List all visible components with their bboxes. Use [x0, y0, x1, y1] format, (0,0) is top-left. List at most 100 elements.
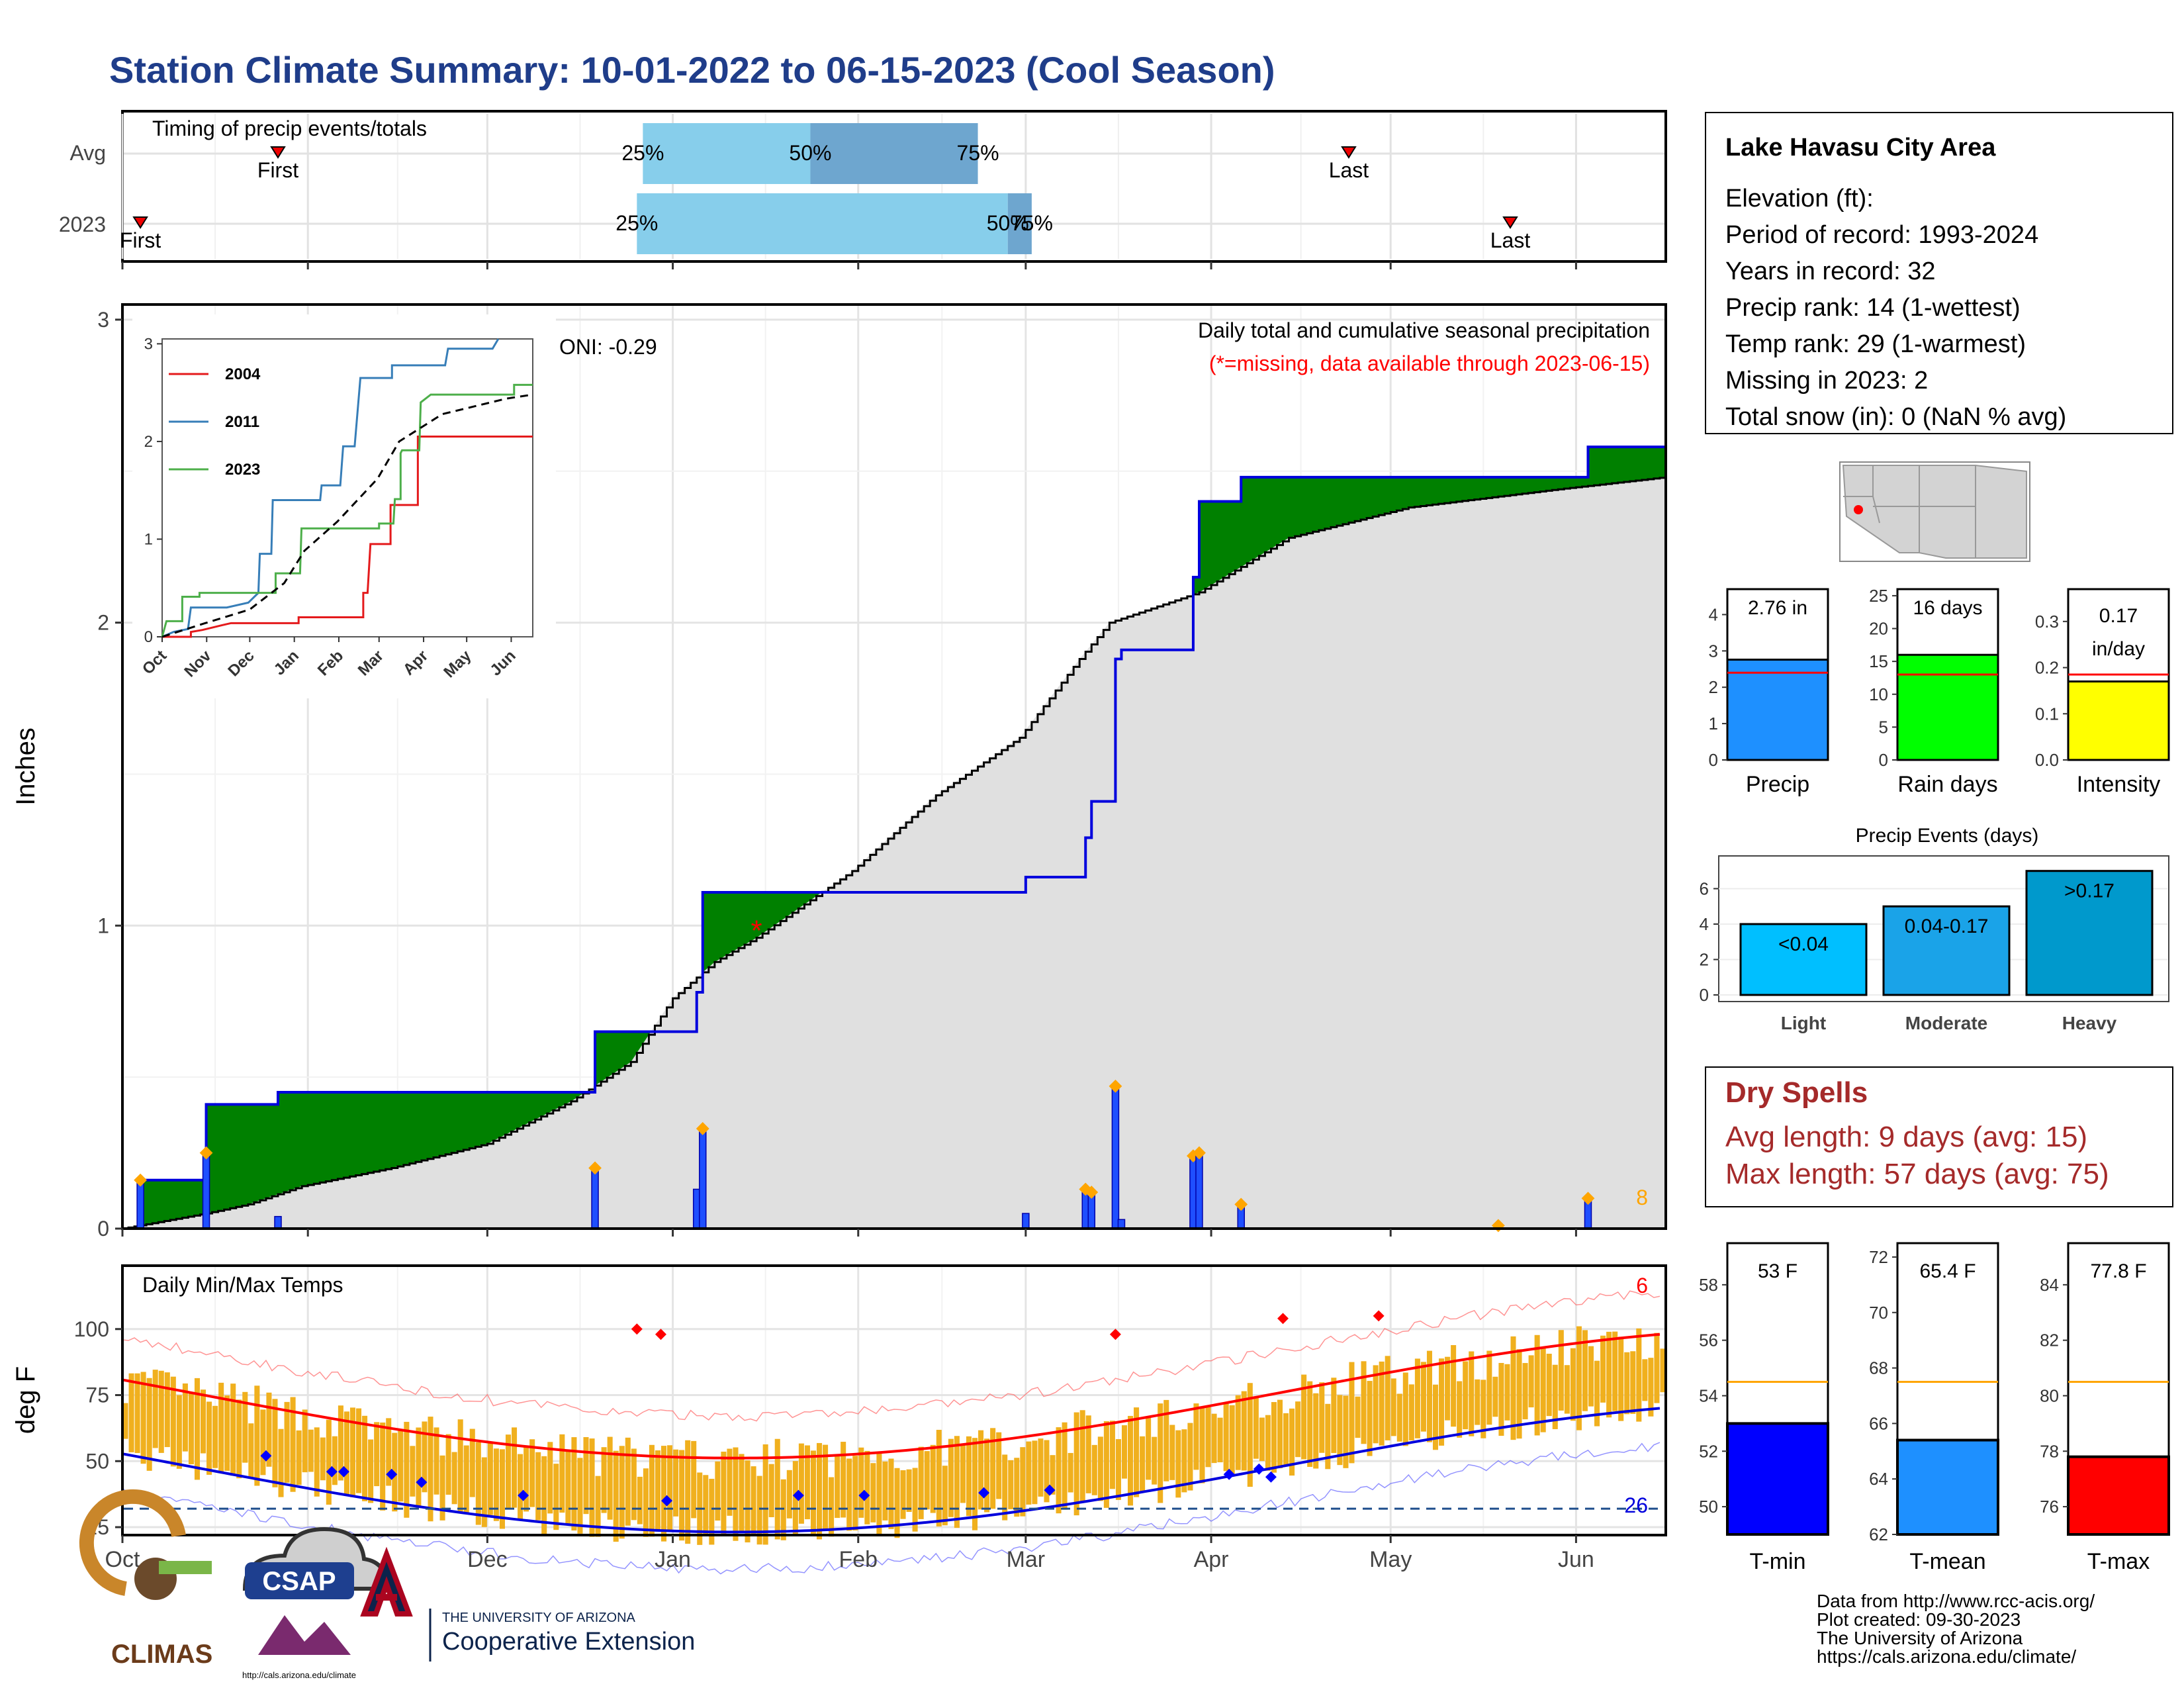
extreme-marker [1085, 1186, 1099, 1199]
extreme-marker [1109, 1079, 1122, 1093]
daily-temp-bar [1510, 1336, 1516, 1440]
above-normal-fill [1540, 477, 1547, 492]
daily-temp-bar [780, 1479, 786, 1540]
above-normal-fill [284, 1092, 291, 1193]
above-normal-fill [265, 1104, 273, 1199]
temp-y-label: 82 [2040, 1331, 2059, 1350]
above-normal-fill [535, 1092, 542, 1120]
above-normal-fill [391, 1092, 398, 1168]
temp-bar-chart: 76 78 80 82 84 77.8 F T-max [2040, 1242, 2170, 1574]
daily-temp-bar [1522, 1363, 1528, 1420]
events-y-label: 6 [1700, 878, 1709, 898]
x-tick-label: Mar [1007, 1547, 1046, 1572]
above-normal-fill [1528, 477, 1535, 493]
above-normal-fill [505, 1092, 512, 1135]
events-category: Light [1781, 1013, 1826, 1033]
above-normal-fill [499, 1092, 506, 1138]
daily-temp-bar [1402, 1372, 1408, 1446]
daily-temp-bar [1624, 1352, 1630, 1415]
daily-temp-bar [1618, 1336, 1624, 1421]
daily-temp-bar [1457, 1381, 1463, 1438]
daily-temp-bar [1420, 1362, 1426, 1432]
daily-temp-bar [792, 1461, 798, 1536]
above-normal-fill [570, 1092, 578, 1102]
summary-value: 0.17 [2099, 605, 2138, 627]
timing-bar-lower [643, 123, 811, 184]
above-normal-fill [619, 1031, 625, 1070]
info-line: Elevation (ft): [1725, 185, 1874, 212]
daily-temp-bar [1588, 1346, 1594, 1407]
inset-y-label: 3 [144, 335, 153, 353]
above-normal-fill [1348, 477, 1355, 523]
temp-label: Daily Min/Max Temps [142, 1273, 343, 1297]
record-low-marker [978, 1487, 990, 1499]
above-normal-fill [1534, 477, 1541, 492]
above-normal-fill [1265, 477, 1272, 553]
above-normal-fill [361, 1092, 369, 1174]
above-normal-fill [637, 1031, 643, 1053]
above-normal-fill [607, 1031, 614, 1078]
daily-temp-bar [1355, 1396, 1361, 1438]
daily-temp-bar [1187, 1423, 1193, 1491]
daily-temp-bar [936, 1429, 942, 1526]
daily-temp-bar [876, 1452, 882, 1536]
daily-temp-bar [1445, 1356, 1451, 1421]
above-normal-fill [565, 1092, 572, 1105]
above-normal-fill [481, 1092, 488, 1146]
timing-pct-label: 75% [957, 141, 999, 165]
daily-temp-bar [1008, 1460, 1014, 1509]
x-tick-label: Oct [105, 1547, 140, 1572]
daily-temp-bar [1558, 1330, 1564, 1411]
daily-temp-bar [1492, 1376, 1498, 1417]
daily-temp-bar [290, 1397, 296, 1492]
above-normal-fill [469, 1092, 476, 1149]
summary-y-label: 1 [1709, 714, 1718, 733]
daily-temp-bar [206, 1401, 212, 1475]
temp-value: 77.8 F [2090, 1260, 2146, 1282]
timing-bar-upper [810, 123, 978, 184]
temp-y-label: 70 [1869, 1303, 1888, 1323]
daily-temp-bar [1265, 1415, 1271, 1471]
temp-bar-chart: 50 52 54 56 58 53 F T-min [1699, 1242, 1829, 1574]
above-normal-fill [1498, 477, 1505, 497]
daily-temp-bar [829, 1477, 835, 1537]
daily-temp-bar [1498, 1362, 1504, 1436]
oni-value: ONI: -0.29 [559, 335, 657, 359]
daily-temp-bar [1582, 1330, 1588, 1411]
daily-temp-bar [224, 1395, 230, 1471]
daily-temp-bar [745, 1460, 751, 1543]
above-normal-fill [613, 1031, 619, 1074]
daily-temp-bar [1032, 1440, 1038, 1505]
temp-y-label: 66 [1869, 1413, 1888, 1433]
extreme-marker [134, 1173, 148, 1187]
events-y-label: 2 [1700, 949, 1709, 969]
daily-temp-bar [254, 1385, 260, 1486]
daily-temp-bar [1325, 1403, 1331, 1470]
above-normal-fill [1438, 477, 1445, 504]
above-normal-fill [355, 1092, 363, 1176]
daily-temp-bar [212, 1405, 218, 1468]
inset-series-2004 [162, 436, 533, 638]
extreme-marker [1581, 1192, 1595, 1205]
daily-temp-bar [1313, 1393, 1319, 1469]
credit-line: The University of Arizona [1817, 1628, 2023, 1648]
above-normal-fill [595, 1031, 602, 1086]
daily-precip-bar [274, 1215, 282, 1229]
temp-y-label: 84 [2040, 1275, 2059, 1295]
above-normal-fill [326, 1092, 332, 1182]
daily-temp-bar [343, 1411, 349, 1496]
above-normal-fill [314, 1092, 320, 1184]
daily-temp-bar [1223, 1402, 1229, 1472]
daily-temp-bar [1062, 1422, 1068, 1510]
daily-temp-bar [888, 1458, 894, 1529]
y-tick-label: 0 [97, 1217, 109, 1241]
inset-legend-label: 2011 [225, 413, 259, 431]
daily-temp-bar [786, 1470, 792, 1519]
timing-row-2023: 2023 [59, 212, 106, 236]
above-normal-fill [1271, 477, 1278, 549]
record-high-marker [655, 1329, 666, 1340]
daily-temp-bar [762, 1444, 768, 1545]
record-low-marker [1044, 1484, 1056, 1496]
normal-area [122, 477, 1666, 1229]
daily-temp-bar [768, 1464, 774, 1517]
